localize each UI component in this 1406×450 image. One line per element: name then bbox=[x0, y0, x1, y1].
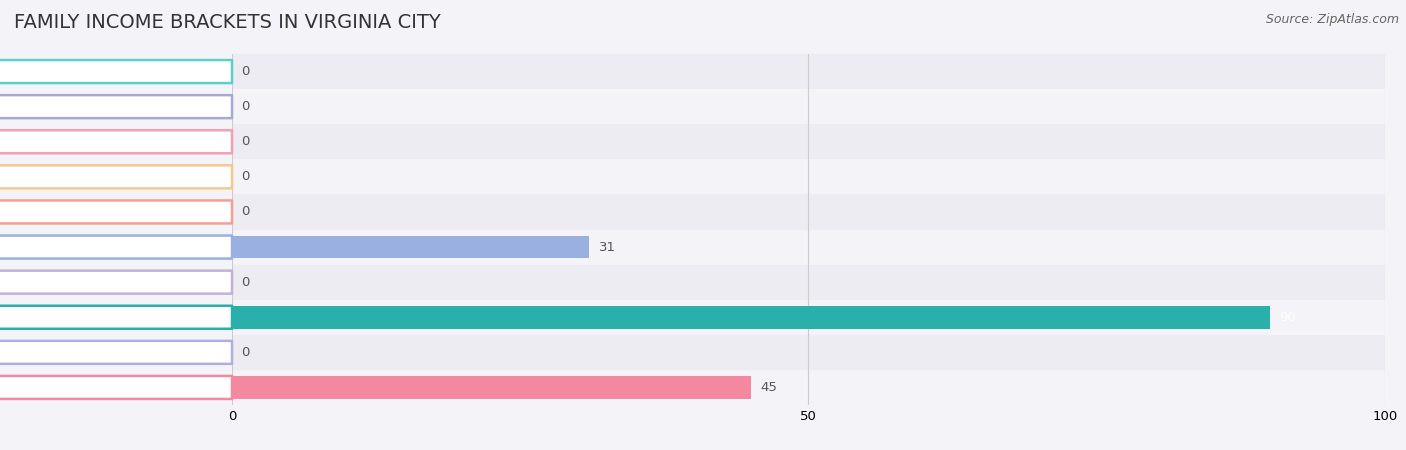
Bar bbox=[0, 89, 1406, 124]
Text: 0: 0 bbox=[242, 100, 250, 113]
FancyBboxPatch shape bbox=[0, 60, 232, 83]
Text: 0: 0 bbox=[242, 206, 250, 218]
FancyBboxPatch shape bbox=[0, 95, 232, 118]
Text: Source: ZipAtlas.com: Source: ZipAtlas.com bbox=[1265, 14, 1399, 27]
Text: 90: 90 bbox=[1279, 311, 1295, 324]
Bar bbox=[0, 159, 1406, 194]
Bar bbox=[0, 124, 1406, 159]
FancyBboxPatch shape bbox=[0, 200, 232, 224]
Text: 0: 0 bbox=[242, 65, 250, 78]
Bar bbox=[232, 306, 1270, 328]
Bar bbox=[0, 230, 1406, 265]
Text: 0: 0 bbox=[242, 171, 250, 183]
FancyBboxPatch shape bbox=[0, 235, 232, 259]
Bar bbox=[232, 236, 589, 258]
FancyBboxPatch shape bbox=[0, 130, 232, 153]
Bar bbox=[0, 335, 1406, 370]
Bar bbox=[0, 300, 1406, 335]
Bar bbox=[232, 376, 751, 399]
FancyBboxPatch shape bbox=[0, 165, 232, 189]
FancyBboxPatch shape bbox=[0, 376, 232, 399]
Bar bbox=[0, 265, 1406, 300]
Text: 0: 0 bbox=[242, 276, 250, 288]
FancyBboxPatch shape bbox=[0, 341, 232, 364]
Text: FAMILY INCOME BRACKETS IN VIRGINIA CITY: FAMILY INCOME BRACKETS IN VIRGINIA CITY bbox=[14, 14, 441, 32]
Text: 0: 0 bbox=[242, 346, 250, 359]
Bar bbox=[0, 54, 1406, 89]
Bar bbox=[0, 370, 1406, 405]
Bar bbox=[0, 194, 1406, 230]
FancyBboxPatch shape bbox=[0, 270, 232, 294]
Text: 0: 0 bbox=[242, 135, 250, 148]
Text: 31: 31 bbox=[599, 241, 616, 253]
Text: 45: 45 bbox=[761, 381, 778, 394]
FancyBboxPatch shape bbox=[0, 306, 232, 329]
